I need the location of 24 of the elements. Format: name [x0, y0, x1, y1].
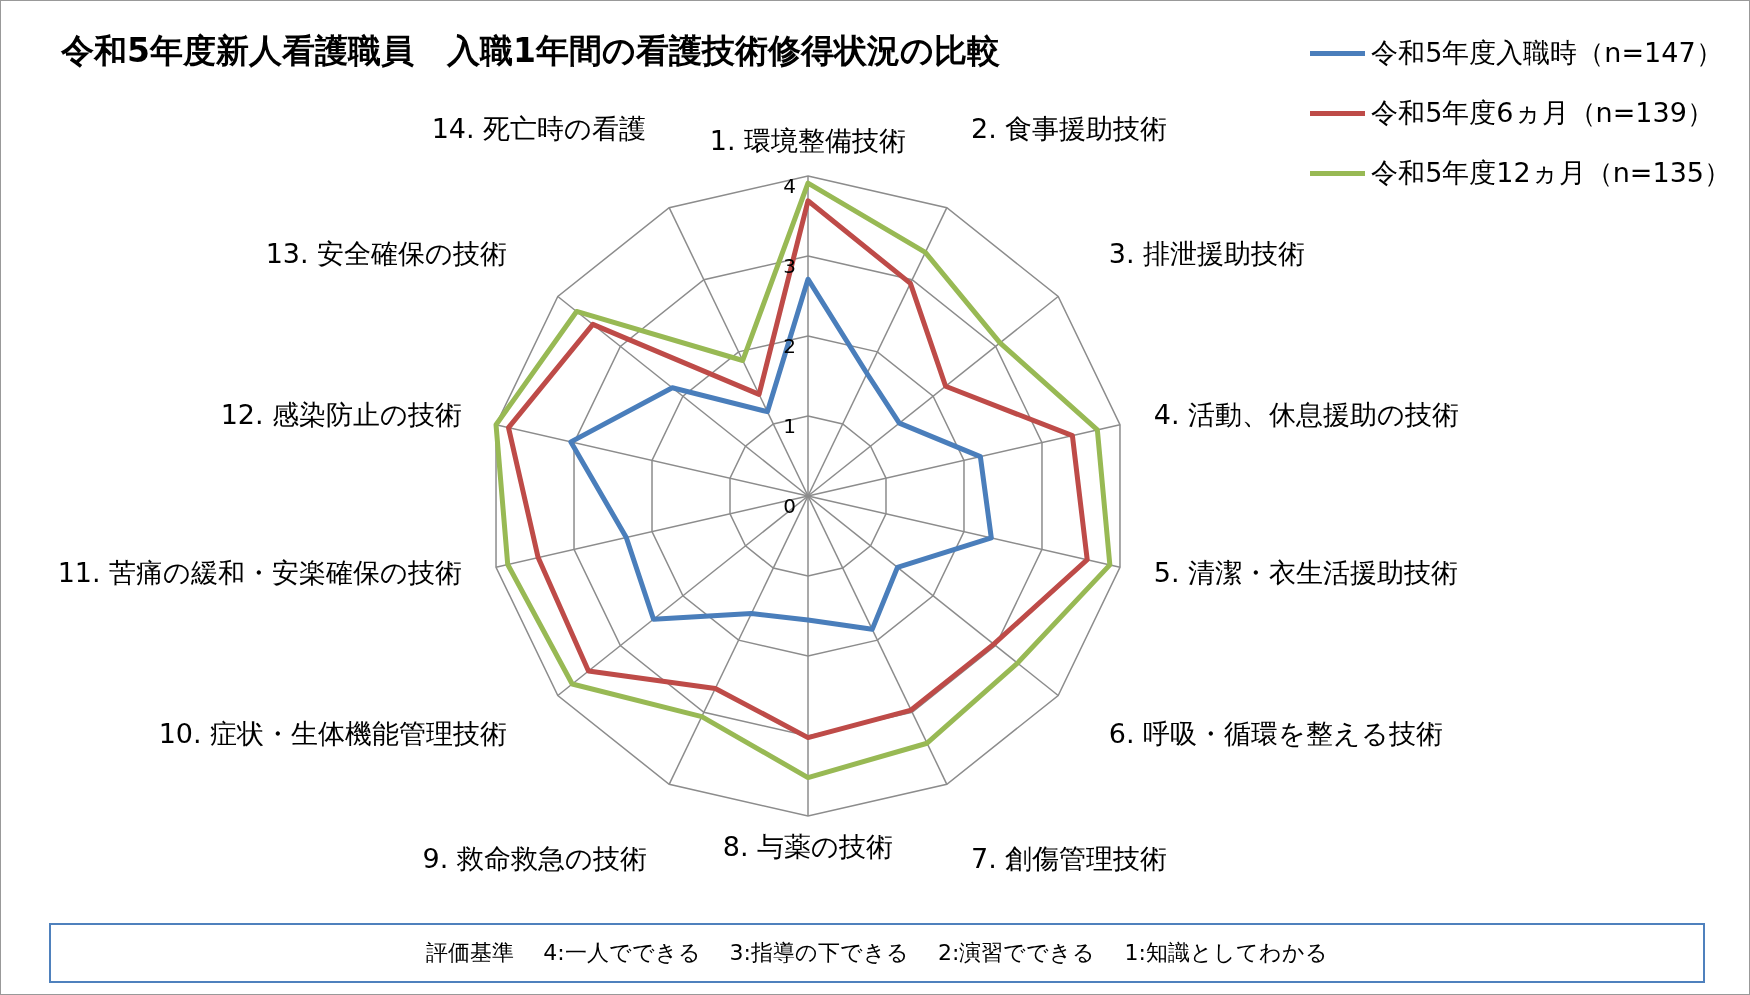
spoke-label: 4. 活動、休息援助の技術 — [1153, 399, 1460, 431]
legend-label: 令和5年度6ヵ月（n=139） — [1371, 96, 1714, 130]
spoke-label: 14. 死亡時の看護 — [431, 112, 647, 144]
y-tick-label: 4 — [783, 174, 796, 199]
spoke-label: 6. 呼吸・循環を整える技術 — [1108, 717, 1444, 749]
spoke-label: 9. 救命救急の技術 — [422, 843, 647, 875]
spoke-label: 1. 環境整備技術 — [709, 125, 907, 157]
legend-label: 令和5年度12ヵ月（n=135） — [1371, 156, 1731, 190]
spoke-label: 13. 安全確保の技術 — [265, 238, 508, 270]
spoke-label: 7. 創傷管理技術 — [970, 843, 1168, 875]
text: 評価基準 4:一人でできる 3:指導の下できる 2:演習でできる 1:知識としてわかる — [49, 923, 1705, 983]
spoke-label: 2. 食事援助技術 — [970, 112, 1168, 144]
chart-title: 令和5年度新人看護職員 入職1年間の看護技術修得状況の比較 — [61, 30, 1000, 72]
spoke-label: 8. 与薬の技術 — [722, 831, 894, 863]
y-tick-label: 1 — [783, 414, 796, 439]
y-tick-label: 0 — [783, 494, 796, 519]
spoke-label: 3. 排泄援助技術 — [1108, 238, 1306, 270]
spoke-label: 12. 感染防止の技術 — [220, 399, 463, 431]
y-tick-label: 3 — [783, 254, 796, 279]
spoke-label: 5. 清潔・衣生活援助技術 — [1153, 556, 1459, 588]
y-tick-label: 2 — [783, 334, 796, 359]
legend-label: 令和5年度入職時（n=147） — [1371, 36, 1723, 70]
spoke-label: 10. 症状・生体機能管理技術 — [158, 717, 508, 749]
spoke-label: 11. 苦痛の緩和・安楽確保の技術 — [57, 556, 463, 588]
